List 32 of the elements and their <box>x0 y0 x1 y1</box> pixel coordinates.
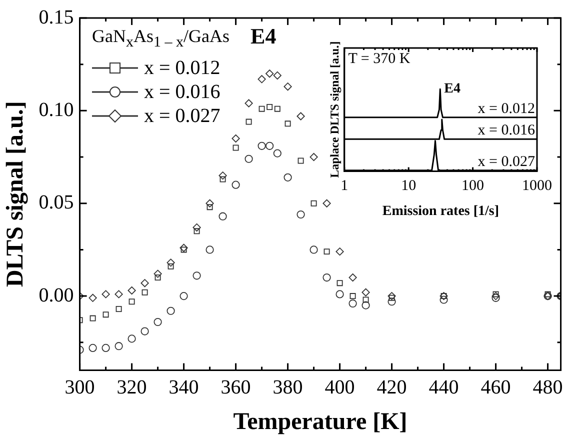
annotation: E4 <box>250 23 276 48</box>
y-tick-label: 0.05 <box>38 192 74 214</box>
y-axis-title: Laplace DLTS signal [a.u.] <box>327 41 342 178</box>
x-tick-label: 460 <box>480 376 511 398</box>
legend-label: x = 0.016 <box>144 80 220 104</box>
series-label: x = 0.016 <box>478 122 536 139</box>
legend-label: x = 0.027 <box>144 104 220 128</box>
x-tick-label: 420 <box>376 376 407 398</box>
x-tick-label: 1 <box>340 178 348 194</box>
x-tick-label: 320 <box>116 376 147 398</box>
x-tick-label: 400 <box>324 376 355 398</box>
y-tick-label: 0.00 <box>38 284 74 306</box>
annotation: E4 <box>444 82 460 97</box>
x-tick-label: 360 <box>220 376 251 398</box>
x-tick-label: 100 <box>462 178 484 194</box>
x-tick-label: 380 <box>272 376 303 398</box>
annotation: T = 370 K <box>348 51 410 68</box>
x-tick-label: 440 <box>428 376 459 398</box>
legend-label: x = 0.012 <box>144 56 220 80</box>
x-tick-label: 1000 <box>522 178 552 194</box>
x-tick-label: 480 <box>532 376 563 398</box>
y-axis-title: DLTS signal [a.u.] <box>2 101 29 288</box>
x-tick-label: 340 <box>168 376 199 398</box>
y-tick-label: 0.15 <box>38 6 74 28</box>
x-axis-title: Emission rates [1/s] <box>382 204 500 220</box>
x-tick-label: 10 <box>401 178 416 194</box>
series-label: x = 0.027 <box>478 154 536 170</box>
legend-title: GaN$_{x}$As$_{1 – x}$/GaAs <box>92 26 230 52</box>
series-label: x = 0.012 <box>478 100 535 117</box>
y-tick-label: 0.10 <box>38 98 74 121</box>
x-tick-label: 300 <box>64 376 95 398</box>
x-axis-title: Temperature [K] <box>233 408 408 435</box>
